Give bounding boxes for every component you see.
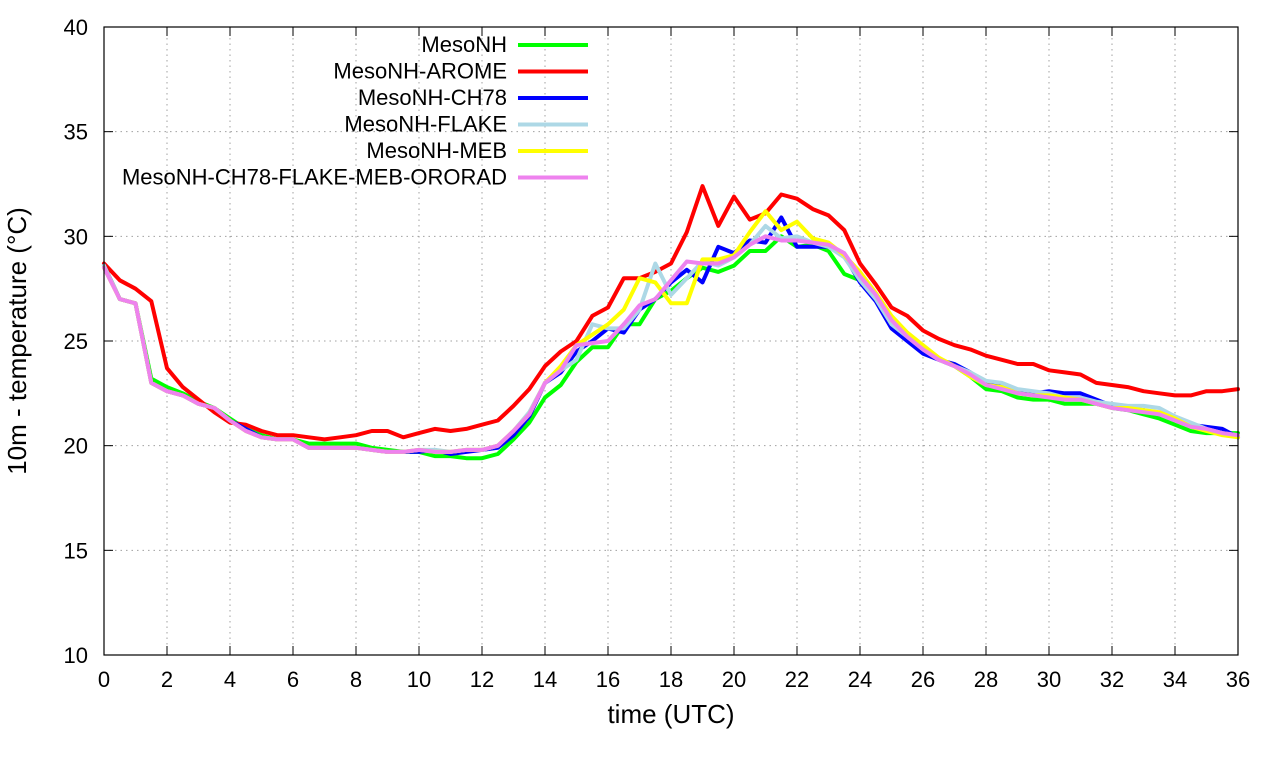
x-tick-label: 4 (224, 667, 236, 692)
series-line-mesonh-ch78-flake-meb-ororad (102, 234, 1240, 454)
series-lines (102, 184, 1240, 461)
legend-label-mesonh: MesoNH (421, 32, 507, 57)
x-tick-label: 36 (1226, 667, 1250, 692)
x-tick-label: 22 (785, 667, 809, 692)
y-tick-label: 35 (64, 120, 88, 145)
y-axis-title: 10m - temperature (°C) (2, 207, 32, 475)
x-tick-label: 20 (722, 667, 746, 692)
x-tick-label: 16 (596, 667, 620, 692)
legend-label-mesonh-flake: MesoNH-FLAKE (344, 112, 507, 137)
x-axis-title: time (UTC) (607, 699, 734, 729)
y-tick-label: 20 (64, 434, 88, 459)
y-tick-label: 25 (64, 329, 88, 354)
legend-label-mesonh-ch78: MesoNH-CH78 (358, 85, 507, 110)
y-tick-labels: 10 15 20 25 30 35 40 (64, 15, 88, 668)
x-tick-label: 32 (1100, 667, 1124, 692)
legend-label-mesonh-meb: MesoNH-MEB (366, 138, 507, 163)
x-tick-label: 34 (1163, 667, 1187, 692)
grid (104, 27, 1238, 655)
axis-ticks (103, 26, 1239, 656)
y-tick-label: 40 (64, 15, 88, 40)
x-tick-label: 14 (533, 667, 557, 692)
x-tick-label: 10 (407, 667, 431, 692)
x-tick-label: 18 (659, 667, 683, 692)
x-tick-label: 6 (287, 667, 299, 692)
x-tick-label: 28 (974, 667, 998, 692)
x-tick-label: 8 (350, 667, 362, 692)
x-tick-label: 24 (848, 667, 872, 692)
series-line-mesonh-arome (102, 184, 1240, 442)
x-tick-label: 26 (911, 667, 935, 692)
y-tick-label: 15 (64, 538, 88, 563)
legend-label-mesonh-ch78-flake-meb-ororad: MesoNH-CH78-FLAKE-MEB-ORORAD (122, 165, 507, 190)
y-tick-label: 30 (64, 224, 88, 249)
legend-label-mesonh-arome: MesoNH-AROME (333, 59, 507, 84)
x-tick-label: 0 (98, 667, 110, 692)
legend: MesoNHMesoNH-AROMEMesoNH-CH78MesoNH-FLAK… (122, 32, 588, 190)
x-tick-label: 2 (161, 667, 173, 692)
x-tick-labels: 0 2 4 6 8 10 12 14 16 18 20 22 24 26 28 30 32 34 36 (98, 667, 1250, 692)
x-tick-label: 30 (1037, 667, 1061, 692)
x-tick-label: 12 (470, 667, 494, 692)
y-tick-label: 10 (64, 643, 88, 668)
